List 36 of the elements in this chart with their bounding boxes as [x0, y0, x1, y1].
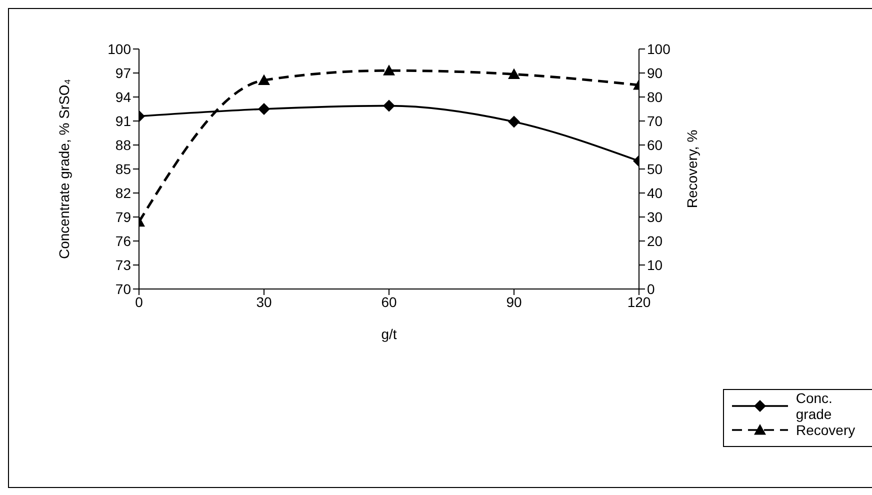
y2-tick-label: 70 — [647, 112, 663, 129]
legend-label: Recovery — [796, 422, 856, 438]
legend-label: Conc. grade — [796, 390, 834, 422]
y-tick-label: 100 — [108, 40, 132, 57]
point — [508, 116, 520, 128]
point — [383, 100, 395, 112]
y2-tick-label: 80 — [647, 88, 663, 105]
y-tick-label: 70 — [115, 280, 132, 297]
point — [258, 74, 270, 85]
y-tick-label: 82 — [115, 184, 132, 201]
x-tick-label: 30 — [256, 294, 272, 310]
x-tick-label: 90 — [506, 294, 522, 310]
point — [383, 64, 395, 76]
y-tick-label: 76 — [115, 232, 132, 249]
x-axis-title: g/t — [381, 326, 397, 342]
x-tick-label: 60 — [381, 294, 397, 310]
y2-tick-label: 60 — [647, 136, 663, 153]
y2-tick-label: 10 — [647, 256, 663, 273]
y-tick-label: 73 — [115, 256, 132, 273]
point — [258, 103, 270, 115]
y-tick-label: 94 — [115, 88, 132, 105]
y2-tick-label: 100 — [647, 40, 671, 57]
y2-tick-label: 90 — [647, 64, 663, 81]
y-tick-label: 97 — [115, 64, 132, 81]
y-tick-label: 85 — [115, 160, 132, 177]
y-tick-label: 88 — [115, 136, 132, 153]
y-tick-label: 91 — [115, 112, 132, 129]
point — [508, 68, 520, 79]
x-tick-label: 0 — [135, 294, 144, 310]
y2-tick-label: 50 — [647, 160, 663, 177]
y-tick-label: 79 — [115, 208, 132, 225]
y2-tick-label: 40 — [647, 184, 663, 201]
y2-axis-title: Recovery, % — [684, 130, 700, 208]
y2-tick-label: 20 — [647, 232, 663, 249]
y2-tick-label: 30 — [647, 208, 663, 225]
y-axis-title: Concentrate grade, % SrSO₄ — [56, 78, 72, 260]
